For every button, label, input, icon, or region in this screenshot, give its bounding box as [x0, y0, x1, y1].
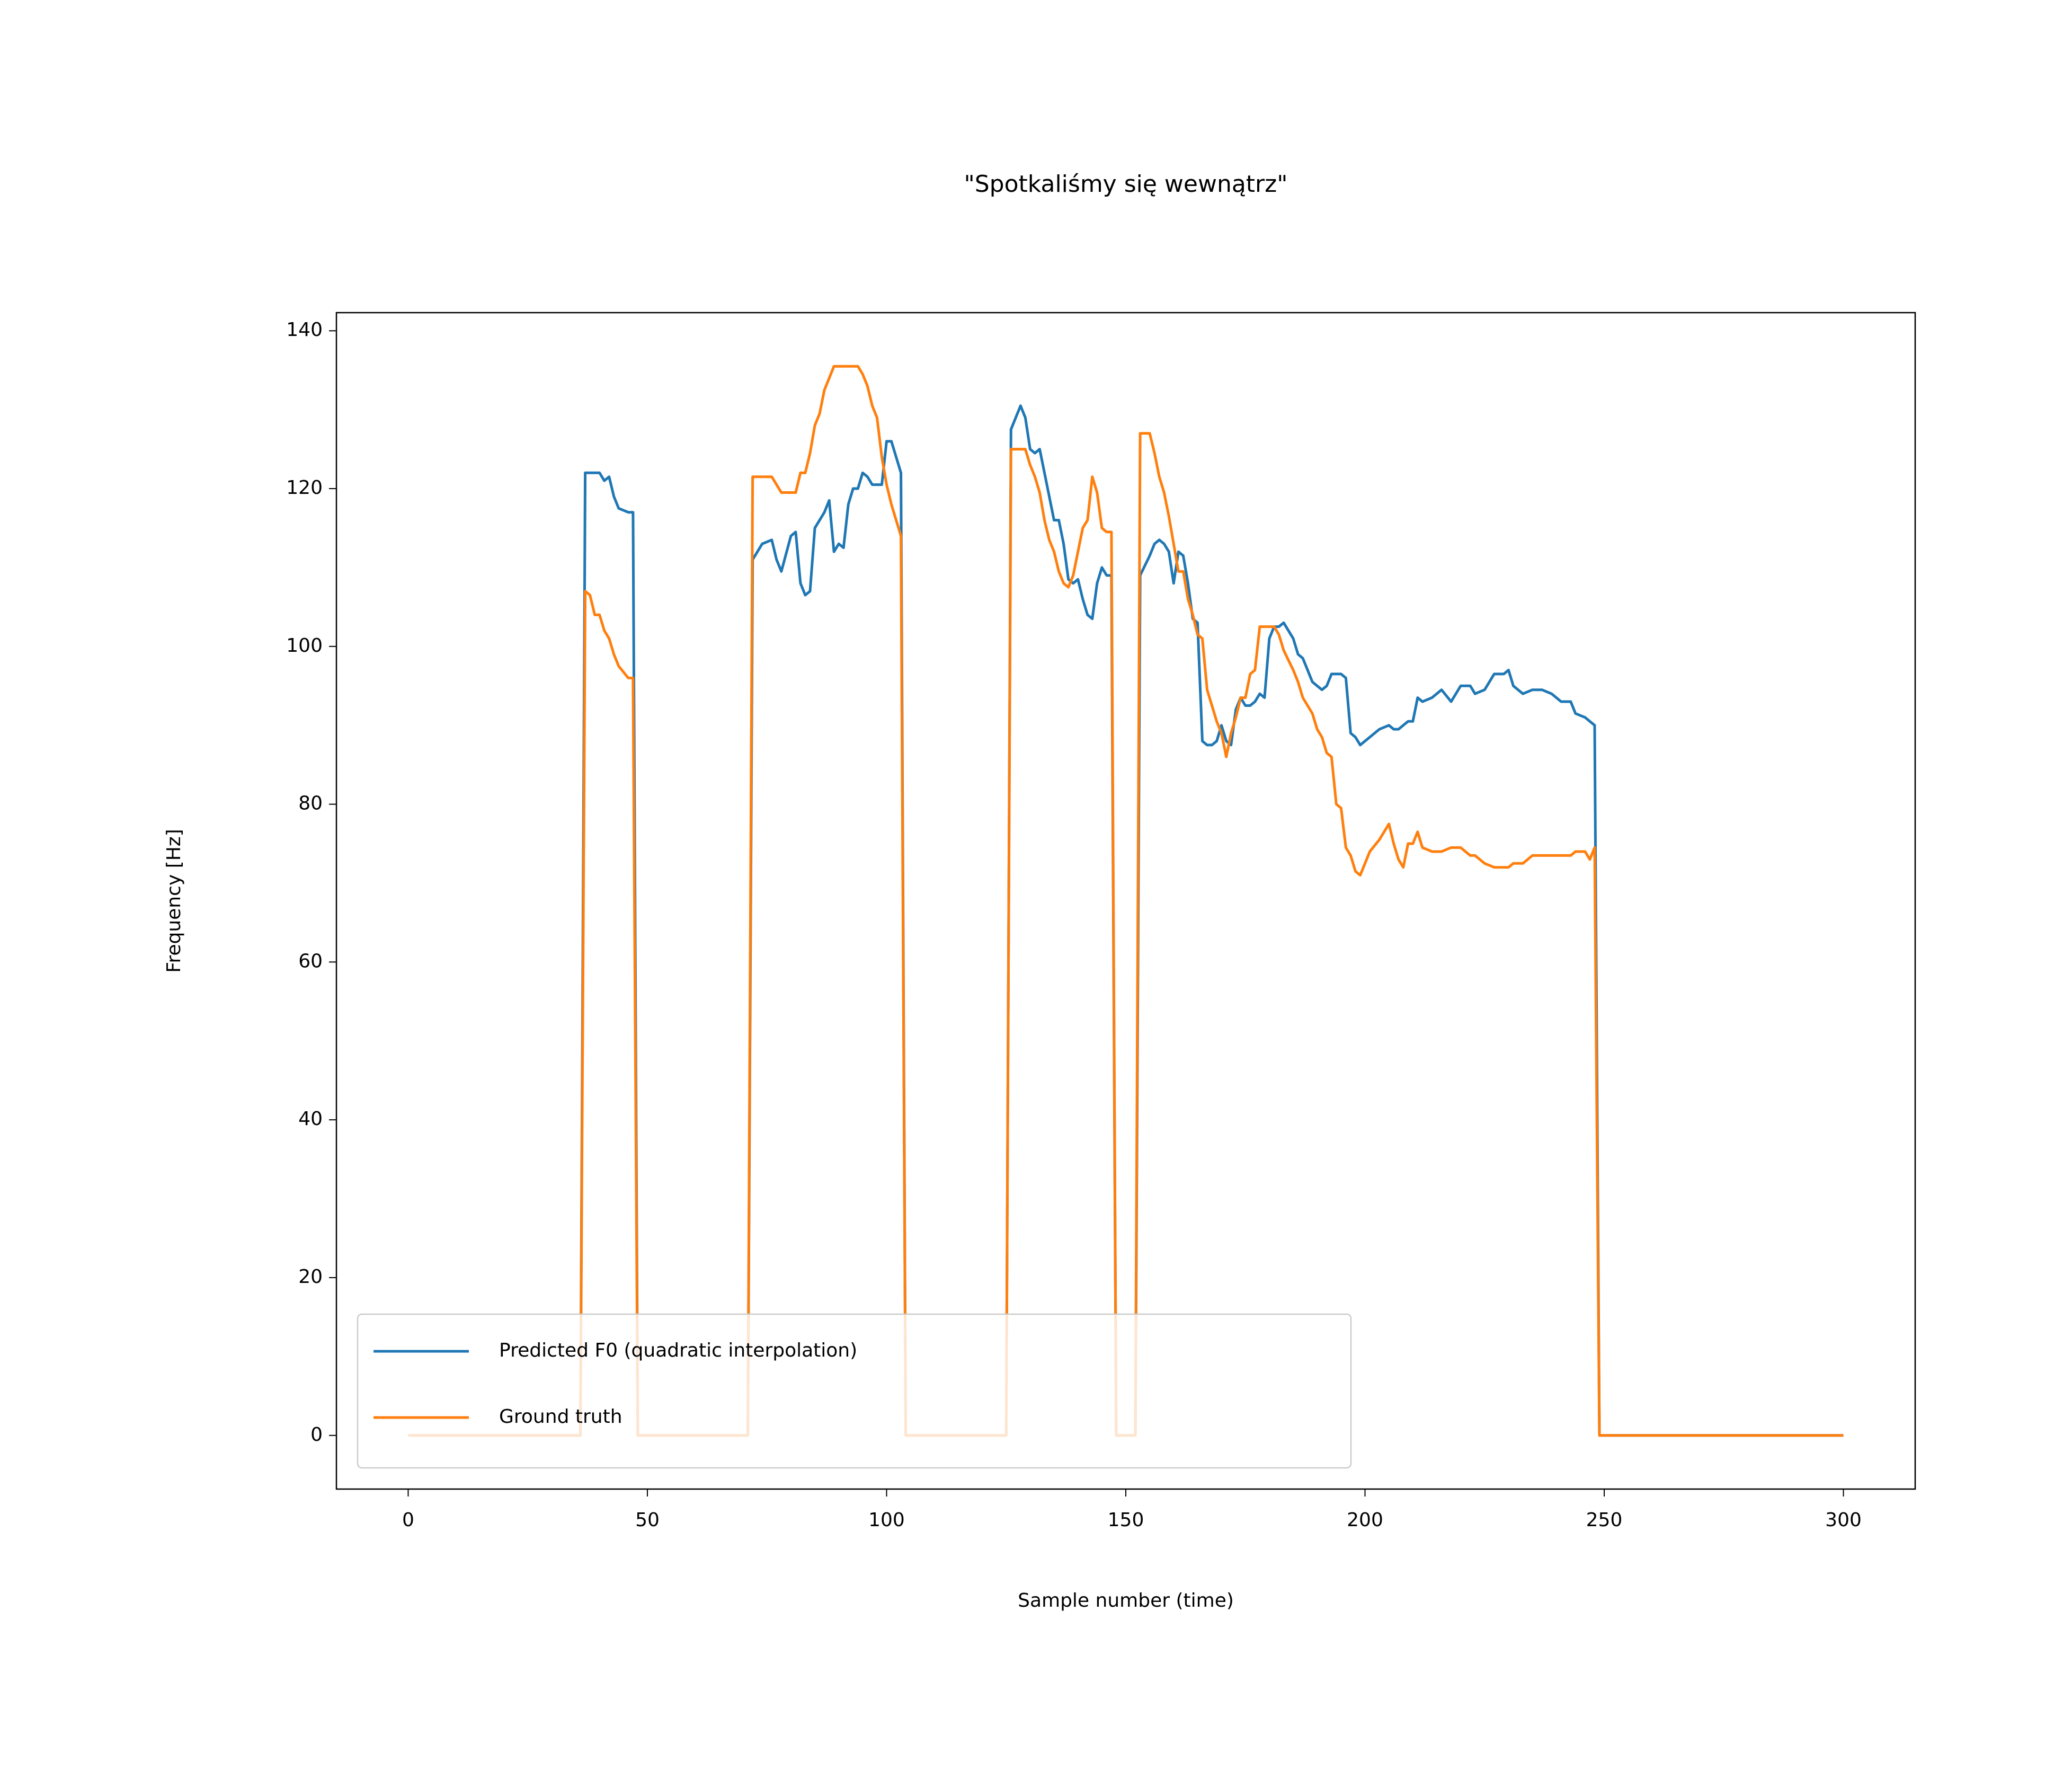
legend: Predicted F0 (quadratic interpolation) Gr… — [357, 1313, 1352, 1469]
y-tick-label: 20 — [298, 1266, 323, 1288]
x-tick-label: 150 — [1108, 1509, 1144, 1531]
series-line — [408, 365, 1844, 1437]
y-tick-label: 0 — [310, 1424, 323, 1446]
legend-box — [357, 1313, 1352, 1469]
y-tick-label: 100 — [286, 635, 323, 657]
x-tick-label: 250 — [1586, 1509, 1623, 1531]
y-tick-label: 40 — [298, 1108, 323, 1130]
x-tick-label: 100 — [868, 1509, 905, 1531]
y-axis-label: Frequency [Hz] — [163, 829, 185, 972]
x-axis-label: Sample number (time) — [1018, 1590, 1234, 1611]
y-tick-label: 80 — [298, 793, 323, 814]
y-tick-label: 60 — [298, 950, 323, 972]
y-tick-label: 120 — [286, 477, 323, 499]
chart-title: "Spotkaliśmy się wewnątrz" — [964, 171, 1288, 198]
series-line — [408, 404, 1844, 1437]
legend-label: Predicted F0 (quadratic interpolation) — [499, 1340, 857, 1361]
y-tick-label: 140 — [286, 319, 323, 341]
x-tick-label: 200 — [1347, 1509, 1383, 1531]
x-tick-label: 0 — [402, 1509, 414, 1531]
legend-label: Ground truth — [499, 1406, 623, 1428]
plot-frame — [335, 312, 1916, 1490]
x-tick-label: 50 — [635, 1509, 660, 1531]
x-tick-label: 300 — [1825, 1509, 1862, 1531]
